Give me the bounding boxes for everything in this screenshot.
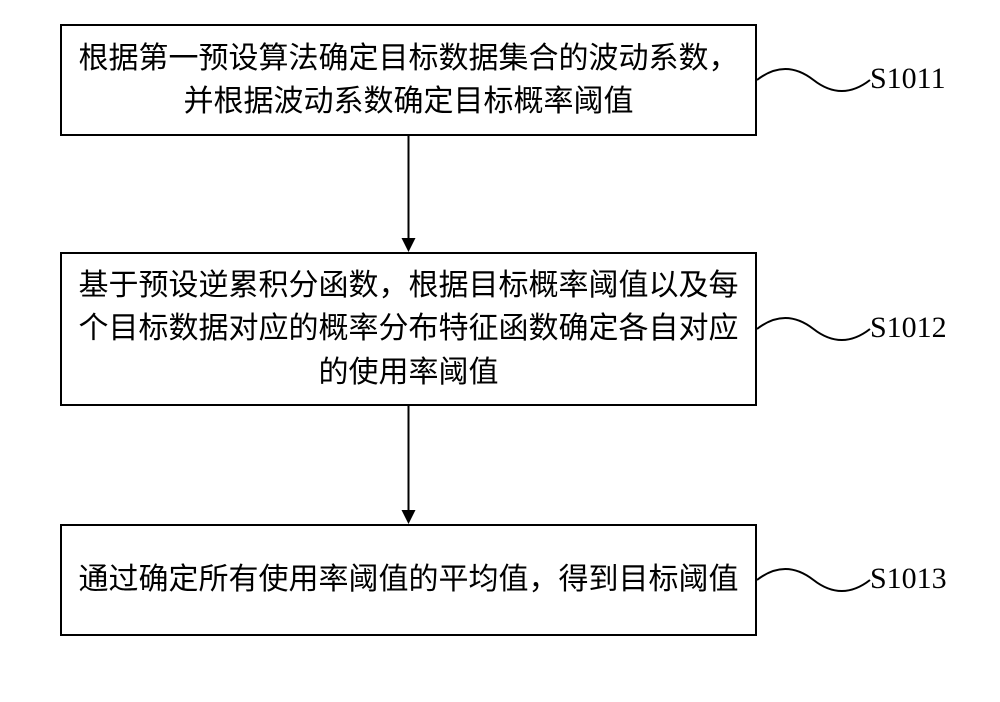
flowchart-canvas: 根据第一预设算法确定目标数据集合的波动系数，并根据波动系数确定目标概率阈值基于预…: [0, 0, 1000, 702]
step-label-S1013: S1013: [870, 562, 947, 596]
squiggle-connector-3: [0, 0, 1000, 702]
